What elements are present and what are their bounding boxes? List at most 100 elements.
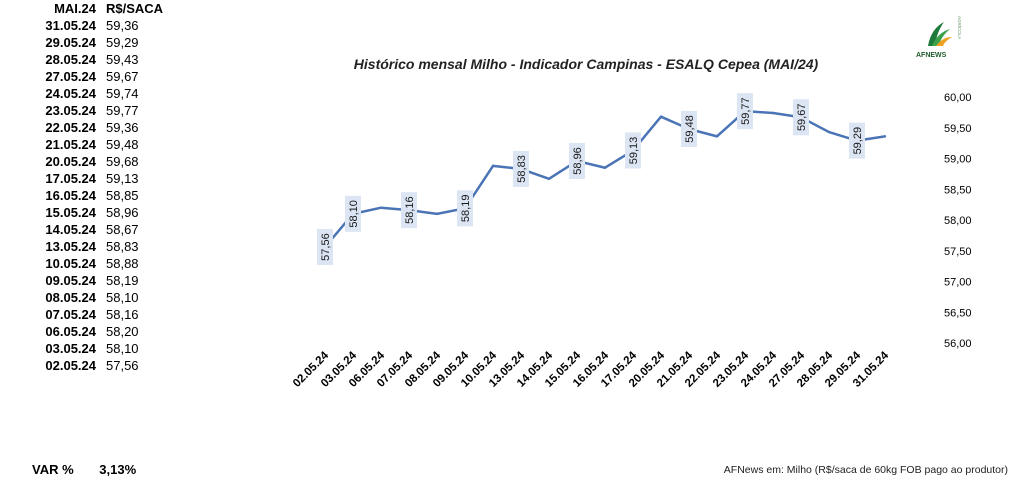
data-label-text: 58,96 [572, 147, 584, 175]
y-tick-label: 58,50 [944, 184, 972, 196]
row-date: 28.05.24 [45, 52, 96, 67]
y-tick-label: 56,50 [944, 307, 972, 319]
row-value: 59,68 [106, 154, 139, 169]
table-row: 17.05.24 59,13 [26, 170, 166, 187]
source-note: AFNews em: Milho (R$/saca de 60kg FOB pa… [723, 464, 1008, 476]
y-tick-label: 56,00 [944, 338, 972, 350]
row-value: 58,10 [106, 290, 139, 305]
data-label-bg [569, 142, 585, 179]
data-label-text: 59,67 [796, 104, 808, 132]
data-label-text: 57,56 [320, 233, 332, 261]
row-value: 57,56 [106, 358, 139, 373]
variation-value: 3,13% [99, 462, 137, 477]
y-tick-label: 59,00 [944, 154, 972, 166]
data-label-text: 59,77 [740, 97, 752, 125]
data-point [379, 206, 383, 209]
row-date: 10.05.24 [45, 256, 96, 271]
data-label-text: 59,29 [852, 127, 864, 155]
row-date: 06.05.24 [45, 324, 96, 339]
row-date: 15.05.24 [45, 205, 96, 220]
table-row: 15.05.24 58,96 [26, 204, 166, 221]
logo-side-text: AGRÍCOLA [957, 16, 963, 39]
row-date: 20.05.24 [45, 154, 96, 169]
table-row: 07.05.24 58,16 [26, 306, 166, 323]
row-value: 59,74 [106, 86, 139, 101]
row-value: 59,13 [106, 171, 139, 186]
y-tick-label: 57,50 [944, 246, 972, 258]
data-point [883, 135, 887, 138]
data-label: 58,10 [345, 195, 361, 232]
row-date: 09.05.24 [45, 273, 96, 288]
y-tick-label: 57,00 [944, 277, 972, 289]
table-row: 21.05.24 59,48 [26, 136, 166, 153]
row-date: 02.05.24 [45, 358, 96, 373]
data-label: 59,13 [625, 132, 641, 169]
row-date: 23.05.24 [45, 103, 96, 118]
y-tick-label: 59,50 [944, 123, 972, 135]
row-value: 59,77 [106, 103, 139, 118]
data-point [491, 164, 495, 168]
data-point [603, 166, 607, 169]
row-date: 08.05.24 [45, 290, 96, 305]
row-date: 29.05.24 [45, 35, 96, 50]
data-label-text: 58,83 [516, 155, 528, 183]
row-date: 21.05.24 [45, 137, 96, 152]
y-tick-label: 60,00 [944, 92, 972, 104]
data-label-bg [317, 229, 333, 266]
table-row: 16.05.24 58,85 [26, 187, 166, 204]
table-row: 28.05.24 59,43 [26, 51, 166, 68]
data-label: 59,29 [849, 122, 865, 159]
row-value: 59,36 [106, 120, 139, 135]
data-label: 59,67 [793, 99, 809, 136]
data-label: 58,16 [401, 192, 417, 229]
row-value: 58,20 [106, 324, 139, 339]
data-point [715, 135, 719, 138]
row-date: 31.05.24 [45, 18, 96, 33]
data-label-bg [457, 190, 473, 227]
row-value: 59,36 [106, 18, 139, 33]
table-row: 22.05.24 59,36 [26, 119, 166, 136]
row-value: 58,85 [106, 188, 139, 203]
data-point [659, 115, 663, 118]
variation-label: VAR % [32, 462, 74, 477]
data-point [771, 111, 775, 115]
table-row: 14.05.24 58,67 [26, 221, 166, 238]
table-row: 27.05.24 59,67 [26, 68, 166, 85]
table-row: 10.05.24 58,88 [26, 255, 166, 272]
data-label-bg [625, 132, 641, 169]
table-row: 02.05.24 57,56 [26, 357, 166, 374]
row-value: 59,29 [106, 35, 139, 50]
header-value: R$/SACA [106, 1, 164, 16]
table-row: 09.05.24 58,19 [26, 272, 166, 289]
data-label: 58,19 [457, 190, 473, 227]
row-date: 27.05.24 [45, 69, 96, 84]
data-label-bg [345, 195, 361, 232]
data-label-text: 58,16 [404, 196, 416, 224]
table-row: 03.05.24 58,10 [26, 340, 166, 357]
price-table-header: MAI.24 R$/SACA [26, 0, 166, 17]
row-date: 07.05.24 [45, 307, 96, 322]
row-value: 58,88 [106, 256, 139, 271]
data-label: 58,96 [569, 142, 585, 179]
row-value: 59,43 [106, 52, 139, 67]
chart-title: Histórico mensal Milho - Indicador Campi… [353, 56, 819, 72]
table-row: 23.05.24 59,77 [26, 102, 166, 119]
header-date: MAI.24 [54, 1, 96, 16]
row-value: 58,83 [106, 239, 139, 254]
row-value: 58,16 [106, 307, 139, 322]
row-date: 03.05.24 [45, 341, 96, 356]
table-row: 13.05.24 58,83 [26, 238, 166, 255]
logo-text: AFNEWS [916, 52, 947, 59]
row-date: 13.05.24 [45, 239, 96, 254]
data-label-text: 59,13 [628, 137, 640, 165]
table-row: 29.05.24 59,29 [26, 34, 166, 51]
data-label: 59,48 [681, 110, 697, 147]
data-label: 59,77 [737, 93, 753, 130]
data-label-text: 58,10 [348, 200, 360, 228]
data-point [827, 130, 831, 134]
data-label-bg [849, 122, 865, 159]
data-point [435, 212, 439, 216]
data-point [547, 177, 551, 180]
logo-leaf-icon: AFNEWS AGRÍCOLA [916, 16, 963, 59]
